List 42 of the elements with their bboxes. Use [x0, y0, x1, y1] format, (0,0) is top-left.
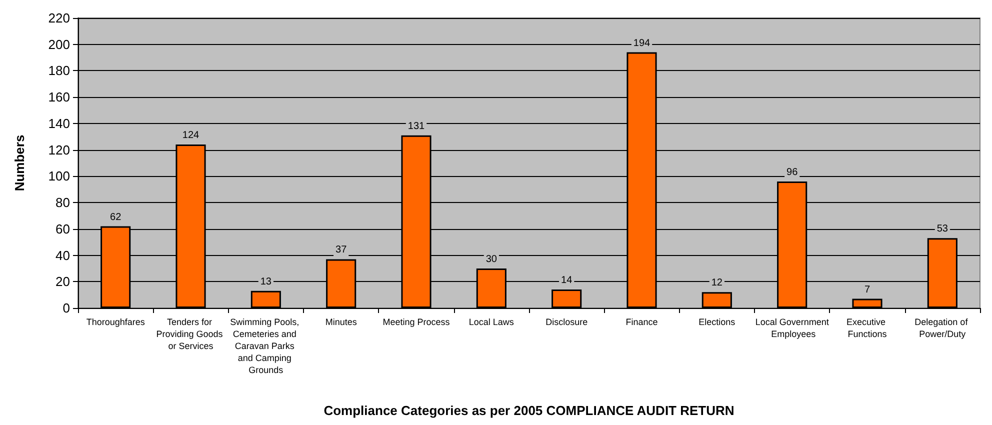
- data-label: 96: [786, 166, 798, 178]
- bar: [250, 290, 281, 308]
- data-label: 30: [486, 254, 498, 265]
- data-label: 14: [561, 275, 573, 286]
- y-tick-label: 20: [56, 274, 70, 290]
- data-label: 13: [260, 276, 272, 288]
- y-tick-label: 140: [48, 116, 70, 131]
- x-tick-label: Tenders for Providing Goods or Services: [156, 317, 226, 351]
- x-tick-label: Executive Functions: [846, 317, 888, 339]
- data-label: 131: [408, 120, 426, 132]
- data-label: 194: [633, 38, 651, 49]
- x-tick-label: Meeting Process: [382, 317, 450, 327]
- y-tick-label: 160: [48, 90, 70, 105]
- data-label: 37: [336, 244, 348, 256]
- y-tick-label: 180: [48, 63, 70, 78]
- x-tick-label: Delegation of Power/Duty: [914, 317, 970, 339]
- bar: [552, 290, 582, 308]
- y-tick-label: 60: [56, 221, 70, 236]
- data-label: 62: [110, 212, 122, 223]
- data-label: 7: [864, 284, 870, 296]
- x-tick-label: Elections: [698, 317, 736, 327]
- data-label: 124: [182, 130, 200, 142]
- y-tick-label: 80: [56, 195, 70, 210]
- x-tick-label: Disclosure: [546, 317, 588, 327]
- data-label: 12: [711, 278, 723, 289]
- y-tick-label: 120: [48, 142, 70, 158]
- y-tick-label: 220: [48, 10, 70, 26]
- x-tick-label: Finance: [626, 317, 658, 327]
- x-tick-label: Minutes: [325, 317, 358, 327]
- bar: [852, 298, 882, 308]
- x-tick-label: Local Laws: [468, 317, 514, 327]
- bar: [702, 292, 732, 308]
- y-tick-label: 200: [48, 36, 70, 52]
- y-tick-label: 100: [48, 168, 70, 184]
- x-axis-title: Compliance Categories as per 2005 COMPLIANCE AUDIT RETURN: [324, 403, 734, 418]
- y-axis-title: Numbers: [12, 134, 27, 192]
- y-tick-label: 40: [56, 248, 70, 263]
- data-label: 53: [936, 224, 948, 235]
- x-tick-label: Thoroughfares: [86, 317, 146, 327]
- y-tick-label: 0: [62, 300, 70, 316]
- x-tick-label: Swimming Pools, Cemeteries and Caravan Parks and Camping Grounds: [230, 317, 302, 375]
- x-tick-label: Local Government Employees: [755, 317, 830, 339]
